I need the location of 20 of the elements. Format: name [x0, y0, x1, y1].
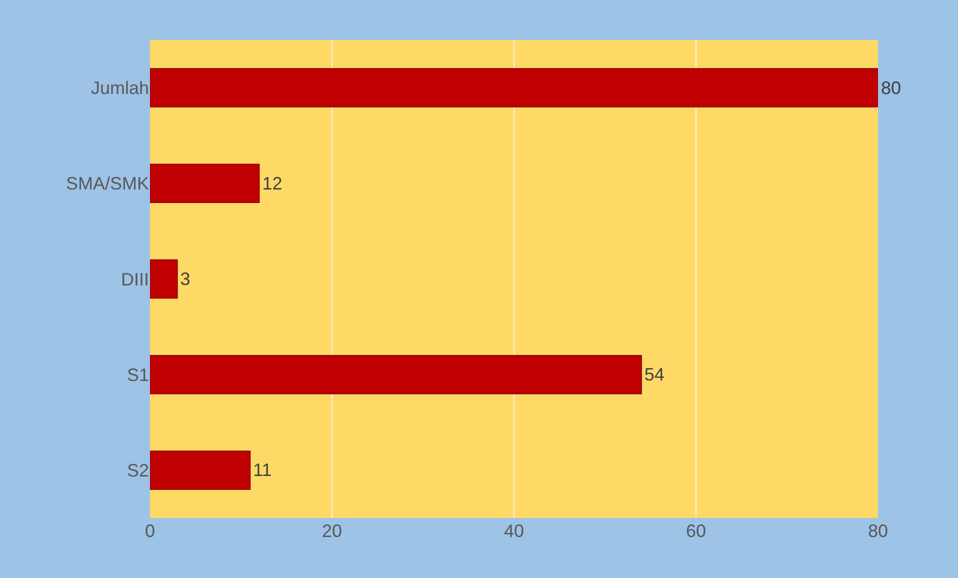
x-tick-label: 40 — [504, 521, 524, 541]
y-tick-label: S2 — [126, 460, 149, 480]
y-tick-label: SMA/SMK — [66, 174, 149, 194]
bar — [150, 68, 878, 108]
bar — [150, 164, 260, 204]
data-label: 3 — [180, 269, 190, 289]
y-tick-label: S1 — [126, 364, 149, 385]
bar — [150, 450, 251, 490]
y-tick-label: DIII — [120, 269, 149, 290]
bar — [150, 354, 642, 394]
x-tick-label: 80 — [868, 521, 888, 541]
data-label: 80 — [881, 78, 902, 98]
data-label: 11 — [253, 460, 272, 480]
x-tick-label: 0 — [144, 521, 156, 541]
x-tick-label: 20 — [322, 521, 342, 541]
y-tick-label: Jumlah — [90, 78, 149, 98]
data-label: 54 — [644, 364, 664, 385]
x-tick-label: 60 — [686, 521, 706, 541]
bar — [150, 259, 178, 299]
data-label: 12 — [262, 173, 282, 194]
